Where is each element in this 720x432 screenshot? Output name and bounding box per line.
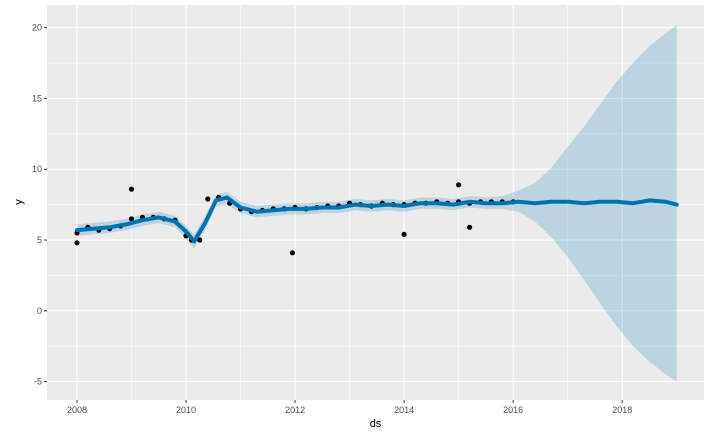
observed-point xyxy=(74,240,80,246)
observed-point xyxy=(456,182,462,188)
x-tick-label: 2018 xyxy=(612,405,632,415)
x-axis: 2008 2010 2012 2014 2016 2018 xyxy=(67,400,632,415)
x-tick-label: 2014 xyxy=(394,405,414,415)
y-tick-label: -5 xyxy=(34,377,42,387)
uncertainty-band xyxy=(77,24,677,382)
observed-point xyxy=(467,224,473,230)
uncertainty-interval-layer xyxy=(77,24,677,382)
y-axis: -5 0 5 10 15 20 xyxy=(32,23,47,387)
y-tick-label: 10 xyxy=(32,164,42,174)
y-tick-label: 0 xyxy=(37,306,42,316)
forecast-line xyxy=(75,195,679,244)
x-tick-label: 2008 xyxy=(67,405,87,415)
observed-point xyxy=(401,231,407,237)
x-tick-label: 2010 xyxy=(176,405,196,415)
y-axis-title: y xyxy=(13,199,25,205)
observed-point xyxy=(128,186,135,192)
x-tick-label: 2012 xyxy=(285,405,305,415)
y-tick-label: 15 xyxy=(32,93,42,103)
observed-point xyxy=(289,250,295,256)
y-tick-label: 5 xyxy=(37,235,42,245)
forecast-line-layer xyxy=(75,195,679,244)
observed-point xyxy=(128,216,135,222)
x-tick-label: 2016 xyxy=(503,405,523,415)
observed-point xyxy=(197,237,203,243)
observed-point xyxy=(205,196,211,202)
x-axis-title: ds xyxy=(370,418,382,430)
y-tick-label: 20 xyxy=(32,23,42,33)
